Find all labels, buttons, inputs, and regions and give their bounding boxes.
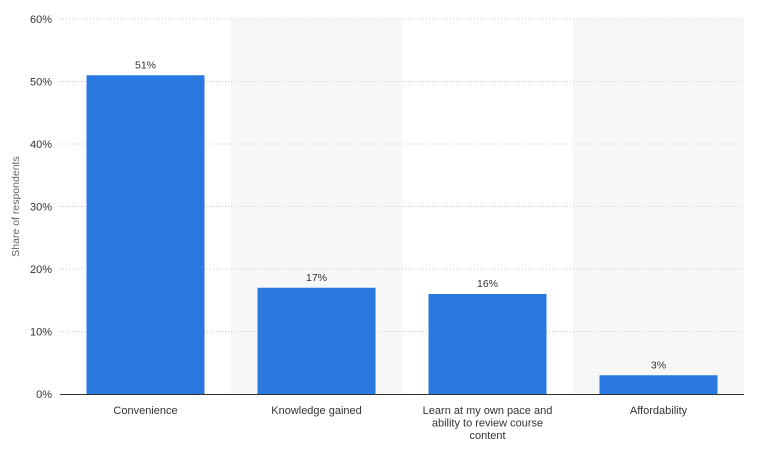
y-tick-label: 10% [30,327,52,339]
data-label: 16% [477,278,498,290]
y-tick-label: 40% [30,139,52,151]
category-band [573,19,744,394]
data-label: 17% [306,272,327,284]
y-tick-label: 0% [36,389,52,401]
bar [257,287,376,394]
category-label: Affordability [630,405,688,417]
y-axis-label: Share of respondents [10,156,22,256]
y-tick-label: 50% [30,77,52,89]
y-tick-labels: 0% 10% 20% 30% 40% 50% 60% [30,14,52,401]
category-label: Convenience [113,405,177,417]
category-labels: Convenience Knowledge gained Learn at my o… [113,405,687,442]
bar [599,375,718,394]
bar [86,75,205,394]
bars [86,75,718,394]
category-label: Learn at my own pace and ability to revie… [423,405,553,442]
y-tick-label: 30% [30,202,52,214]
data-label: 51% [135,59,156,71]
category-label: Knowledge gained [271,405,362,417]
bar [428,294,547,394]
y-tick-label: 20% [30,264,52,276]
data-label: 3% [651,359,666,371]
y-tick-label: 60% [30,14,52,26]
data-labels: 51% 17% 16% 3% [135,59,666,371]
